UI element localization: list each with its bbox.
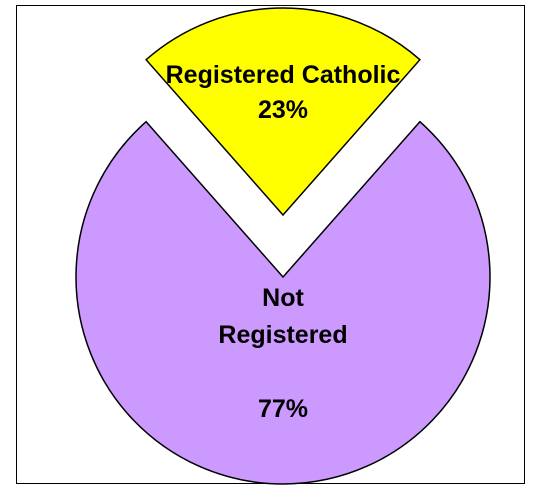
slice-label-line: 77%: [258, 395, 308, 423]
slice-label-line: Registered Catholic: [166, 61, 401, 89]
slice-label-line: 23%: [258, 96, 308, 124]
slice-label-line: Registered: [218, 321, 347, 349]
slice-label-line: Not: [262, 284, 304, 312]
